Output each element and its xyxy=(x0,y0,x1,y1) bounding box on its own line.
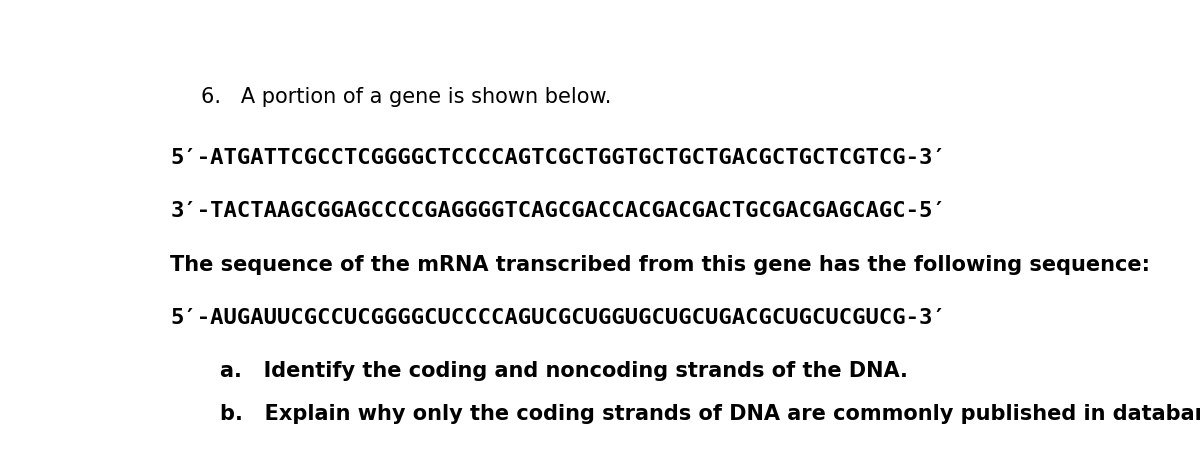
Text: 5′-ATGATTCGCCTCGGGGCTCCCCAGTCGCTGGTGCTGCTGACGCTGCTCGTCG-3′: 5′-ATGATTCGCCTCGGGGCTCCCCAGTCGCTGGTGCTGC… xyxy=(170,148,947,168)
Text: 3′-TACTAAGCGGAGCCCCGAGGGGTCAGCGACCACGACGACTGCGACGAGCAGC-5′: 3′-TACTAAGCGGAGCCCCGAGGGGTCAGCGACCACGACG… xyxy=(170,201,947,221)
Text: a.   Identify the coding and noncoding strands of the DNA.: a. Identify the coding and noncoding str… xyxy=(220,361,907,381)
Text: b.   Explain why only the coding strands of DNA are commonly published in databa: b. Explain why only the coding strands o… xyxy=(220,404,1200,424)
Text: 6.   A portion of a gene is shown below.: 6. A portion of a gene is shown below. xyxy=(202,87,612,108)
Text: 5′-AUGAUUCGCCUCGGGGCUCCCCAGUCGCUGGUGCUGCUGACGCUGCUCGUCG-3′: 5′-AUGAUUCGCCUCGGGGCUCCCCAGUCGCUGGUGCUGC… xyxy=(170,308,947,328)
Text: The sequence of the mRNA transcribed from this gene has the following sequence:: The sequence of the mRNA transcribed fro… xyxy=(170,255,1151,274)
